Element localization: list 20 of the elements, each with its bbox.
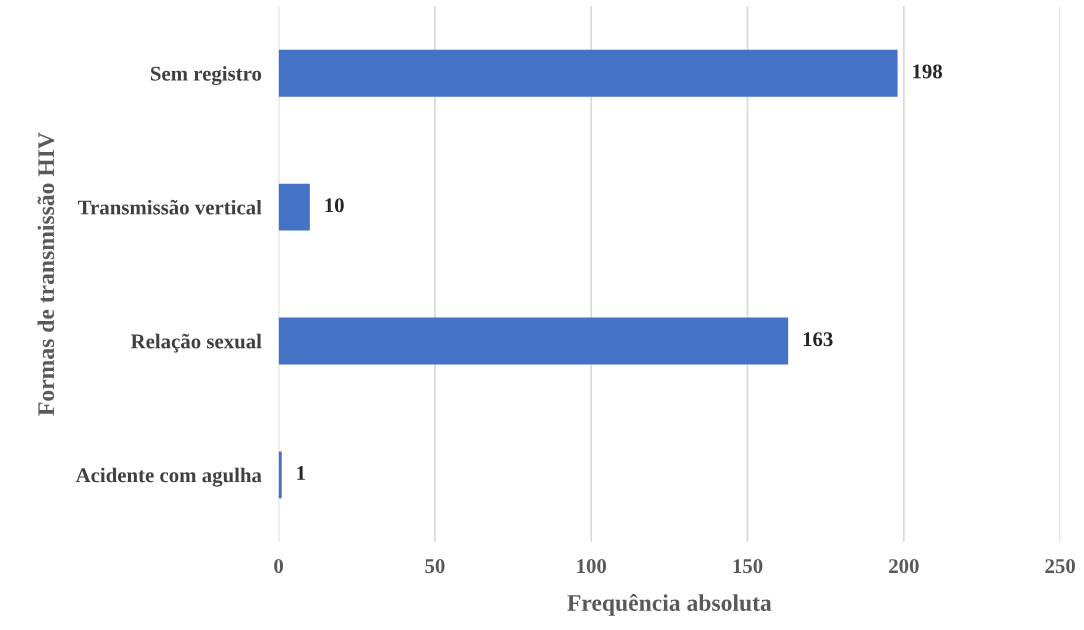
x-axis-title: Frequência absoluta bbox=[567, 594, 772, 616]
bar bbox=[278, 451, 282, 499]
data-label: 10 bbox=[325, 198, 344, 213]
x-tick-label: 0 bbox=[274, 559, 283, 574]
x-tick-label: 50 bbox=[425, 559, 445, 574]
x-tick-label: 250 bbox=[1045, 559, 1075, 574]
bar bbox=[278, 49, 898, 97]
x-tick-label: 150 bbox=[733, 559, 763, 574]
y-tick-label: Relação sexual bbox=[130, 333, 262, 353]
y-tick-label: Transmissão vertical bbox=[78, 199, 262, 215]
bar bbox=[278, 183, 310, 231]
data-label: 198 bbox=[913, 64, 943, 79]
data-label: 163 bbox=[803, 332, 833, 347]
x-tick-label: 100 bbox=[577, 559, 607, 574]
y-tick-label: Acidente com agulha bbox=[75, 467, 262, 487]
y-tick-label: Sem registro bbox=[150, 66, 262, 86]
data-label: 1 bbox=[297, 466, 305, 480]
x-tick-label: 200 bbox=[889, 559, 919, 574]
bar bbox=[278, 317, 789, 365]
y-axis-title: Formas de transmissão HIV bbox=[37, 132, 55, 416]
